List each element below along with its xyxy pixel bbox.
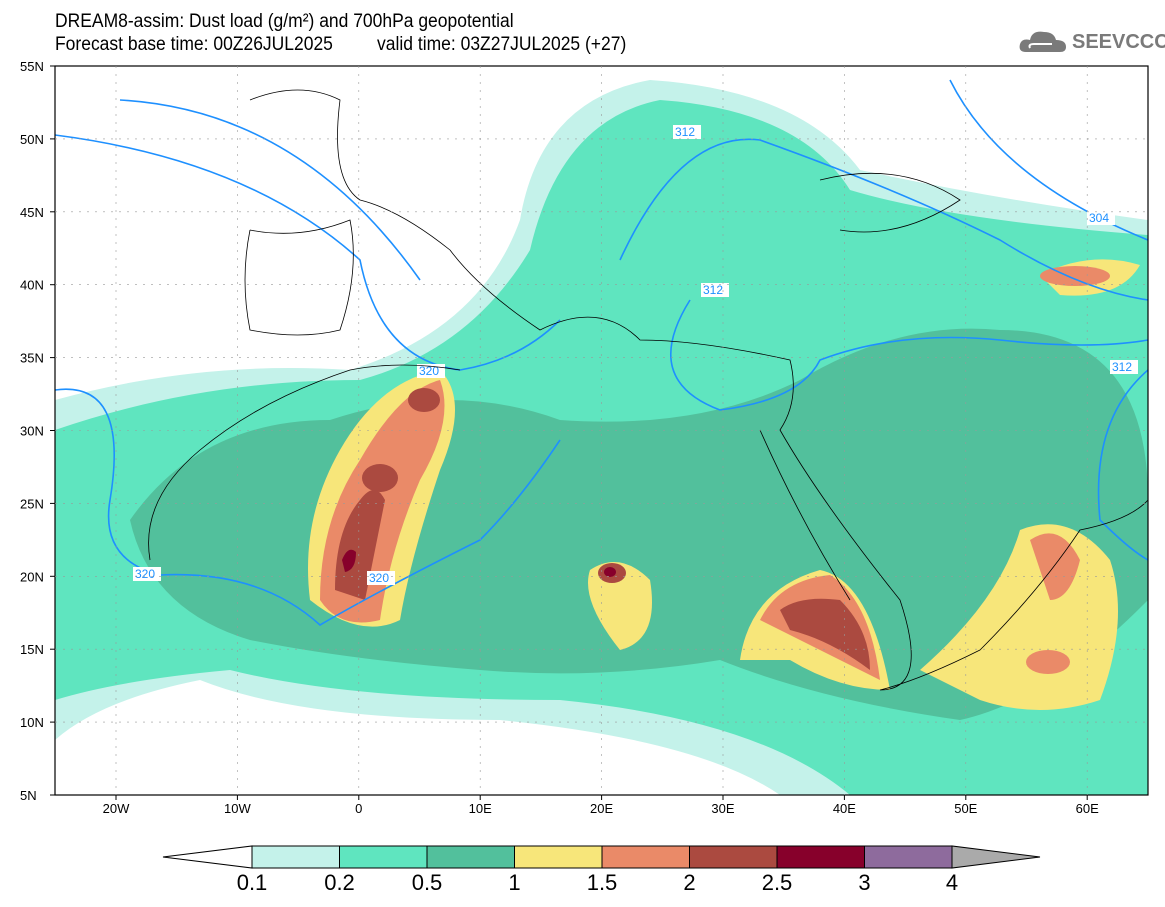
map-title: DREAM8-assim: Dust load (g/m²) and 700hP… (55, 11, 514, 32)
lat-tick-label: 50N (20, 132, 44, 147)
contour-label: 320 (369, 571, 389, 585)
colorbar-swatch (339, 845, 428, 869)
lon-tick-label: 60E (1076, 801, 1099, 816)
colorbar (162, 845, 1041, 869)
lat-tick-label: 30N (20, 424, 44, 439)
dust-region-1.5c (1030, 533, 1080, 600)
contour-label: 312 (1112, 360, 1132, 374)
lon-tick-label: 20W (103, 801, 130, 816)
lat-tick-label: 25N (20, 496, 44, 511)
cloud-icon (1019, 31, 1066, 52)
forecast-base-time: Forecast base time: 00Z26JUL2025 (55, 34, 333, 55)
colorbar-swatch (601, 845, 690, 869)
lat-tick-label: 5N (20, 788, 37, 803)
lon-tick-label: 20E (590, 801, 613, 816)
lat-tick-label: 20N (20, 569, 44, 584)
lon-tick-label: 40E (833, 801, 856, 816)
lat-tick-label: 55N (20, 59, 44, 74)
colorbar-level-label: 0.2 (324, 870, 355, 895)
colorbar-level-label: 2 (683, 870, 696, 895)
colorbar-swatch (426, 845, 515, 869)
colorbar-swatch (776, 845, 865, 869)
colorbar-swatch (251, 845, 340, 869)
lat-tick-label: 10N (20, 715, 44, 730)
lon-tick-label: 10E (469, 801, 492, 816)
lat-tick-label: 45N (20, 205, 44, 220)
colorbar-level-label: 4 (945, 870, 959, 895)
contour-label: 312 (703, 283, 723, 297)
dust-region-1d (588, 562, 652, 650)
valid-time: valid time: 03Z27JUL2025 (+27) (377, 34, 627, 55)
latitude-ticks: 55N 50N 45N 40N 35N 30N 25N 20N 15N 10N 5N (20, 59, 1148, 803)
colorbar-level-label: 2.5 (761, 870, 793, 895)
colorbar-swatch (514, 845, 603, 869)
seevccc-logo: SEEVCCC (1018, 28, 1165, 56)
contour-labels: 312 312 304 312 320 320 320 (133, 125, 1138, 585)
lon-tick-label: 0 (355, 801, 362, 816)
colorbar-level-label: 0.5 (411, 870, 443, 895)
lon-tick-label: 30E (711, 801, 734, 816)
dust-region-2 (335, 490, 385, 600)
contour-label: 320 (419, 364, 439, 378)
lon-tick-label: 10W (224, 801, 251, 816)
geopotential-contours (55, 79, 1148, 626)
logo-text: SEEVCCC (1072, 30, 1165, 53)
lat-tick-label: 40N (20, 278, 44, 293)
dust-shading (55, 79, 1148, 795)
map-subtitle: Forecast base time: 00Z26JUL2025 valid ti… (55, 35, 670, 55)
colorbar-level-label: 0.1 (236, 870, 268, 895)
colorbar-swatch (864, 845, 953, 869)
colorbar-swatch (689, 845, 778, 869)
longitude-ticks: 20W 10W 0 10E 20E 30E 40E 50E 60E (103, 66, 1099, 816)
lat-tick-label: 35N (20, 351, 44, 366)
colorbar-level-label: 1.5 (586, 870, 618, 895)
lat-tick-label: 15N (20, 642, 44, 657)
colorbar-level-label: 3 (858, 870, 871, 895)
contour-label: 320 (135, 567, 155, 581)
contour-label: 304 (1089, 211, 1109, 225)
colorbar-under-arrow (162, 845, 253, 869)
lon-tick-label: 50E (954, 801, 977, 816)
colorbar-over-arrow (951, 845, 1041, 869)
dust-region-2.5 (342, 549, 356, 572)
colorbar-level-label: 1 (508, 870, 521, 895)
coastlines (148, 89, 1148, 691)
contour-label: 312 (675, 125, 695, 139)
